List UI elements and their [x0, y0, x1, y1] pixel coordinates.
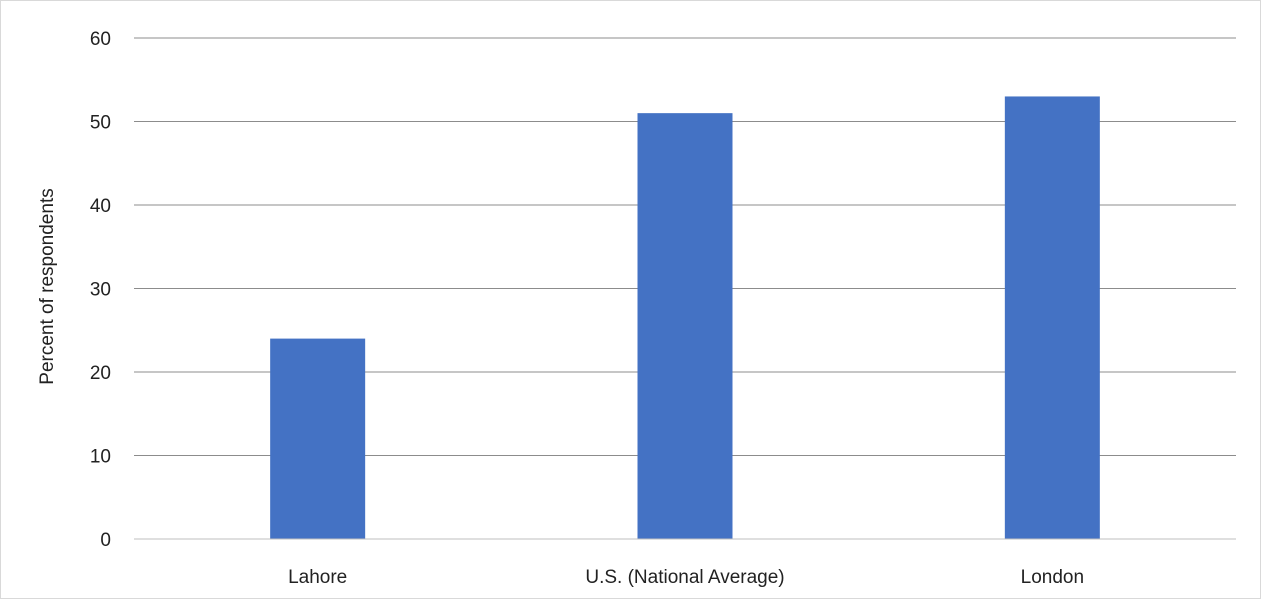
y-tick-label: 50 — [90, 113, 111, 134]
y-tick-label: 30 — [90, 280, 111, 301]
y-tick-label: 60 — [90, 29, 111, 50]
y-tick-label: 20 — [90, 363, 111, 384]
bar-lahore — [270, 338, 366, 539]
y-axis-ticks: 0 10 20 30 40 50 60 — [90, 29, 111, 551]
bar-london — [1004, 96, 1100, 539]
y-tick-label: 0 — [100, 530, 111, 551]
x-tick-label: London — [1021, 567, 1084, 588]
x-axis-ticks: Lahore U.S. (National Average) London — [288, 567, 1084, 588]
x-tick-label: U.S. (National Average) — [585, 567, 784, 588]
bar-u-s-national-average — [637, 113, 733, 540]
bars — [270, 96, 1100, 540]
x-tick-label: Lahore — [288, 567, 347, 588]
y-axis-label: Percent of respondents — [37, 188, 58, 384]
y-tick-label: 40 — [90, 196, 111, 217]
y-tick-label: 10 — [90, 447, 111, 468]
